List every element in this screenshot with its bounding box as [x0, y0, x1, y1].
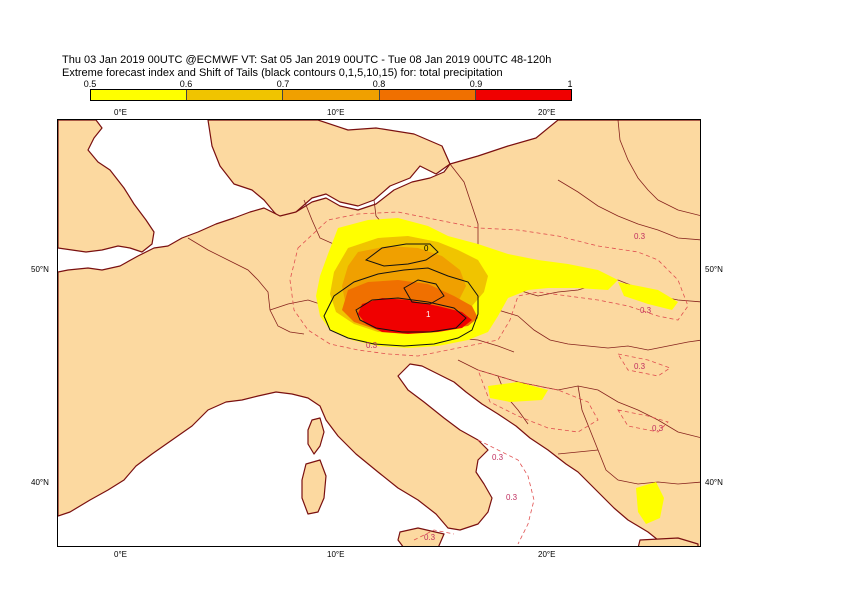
great-britain: [58, 120, 155, 253]
lon-label-bottom-10: 10°E: [327, 550, 345, 559]
efi-label-a: 0.3: [634, 232, 646, 241]
lon-label-bottom-0: 0°E: [114, 550, 127, 559]
scandinavia: [207, 120, 451, 221]
map-canvas: 0 1 0.3 0.3 0.3 0.3 0.3 0.3 0.3 0.3: [58, 120, 700, 546]
efi-yellow-east: [618, 282, 678, 310]
sot-contour-0-main: [323, 267, 479, 347]
map-panel: 0 1 0.3 0.3 0.3 0.3 0.3 0.3 0.3 0.3: [57, 119, 701, 547]
efi-yellow-balkan: [488, 382, 548, 402]
sot-contour-0-center: [403, 279, 445, 305]
efi-dashed-contours: [289, 211, 689, 545]
efi-label-e: 0.3: [652, 424, 664, 433]
sot-contour-0-north: [364, 243, 439, 267]
sardinia: [301, 459, 327, 515]
map-subtitle: Extreme forecast index and Shift of Tail…: [62, 67, 503, 79]
sicily: [397, 527, 445, 546]
sot-label-1: 1: [426, 310, 431, 319]
lat-label-right-50: 50°N: [705, 265, 723, 274]
contour-labels: 0 1 0.3 0.3 0.3 0.3 0.3 0.3 0.3 0.3: [366, 232, 664, 542]
efi-label-h: 0.3: [424, 533, 436, 542]
efi-label-d: 0.3: [634, 362, 646, 371]
efi-yellow-greece: [636, 482, 664, 524]
lon-label-bottom-20: 20°E: [538, 550, 556, 559]
sot-label-0: 0: [424, 244, 429, 253]
colorbar-segment-0: [91, 90, 188, 100]
colorbar-label-2: 0.7: [276, 79, 290, 89]
lon-label-top-20: 20°E: [538, 108, 556, 117]
colorbar: [90, 89, 572, 101]
crete: [637, 537, 699, 546]
colorbar-label-3: 0.8: [372, 79, 386, 89]
colorbar-label-4: 0.9: [469, 79, 483, 89]
lon-label-top-0: 0°E: [114, 108, 127, 117]
sot-contour-1: [355, 297, 467, 333]
efi-label-c: 0.3: [366, 341, 378, 350]
colorbar-segment-3: [379, 90, 476, 100]
efi-label-b: 0.3: [640, 306, 652, 315]
colorbar-label-1: 0.6: [179, 79, 193, 89]
efi-label-g: 0.3: [506, 493, 518, 502]
colorbar-label-5: 1: [567, 79, 573, 89]
colorbar-segment-2: [283, 90, 380, 100]
lon-label-top-10: 10°E: [327, 108, 345, 117]
efi-label-f: 0.3: [492, 453, 504, 462]
colorbar-segment-1: [187, 90, 284, 100]
sot-contours: [323, 243, 479, 347]
efi-red: [358, 298, 472, 334]
corsica: [307, 417, 325, 455]
lat-label-left-40: 40°N: [31, 478, 49, 487]
map-title: Thu 03 Jan 2019 00UTC @ECMWF VT: Sat 05 …: [62, 54, 552, 66]
lat-label-right-40: 40°N: [705, 478, 723, 487]
lat-label-left-50: 50°N: [31, 265, 49, 274]
colorbar-segment-4: [475, 90, 572, 100]
colorbar-label-0: 0.5: [83, 79, 97, 89]
